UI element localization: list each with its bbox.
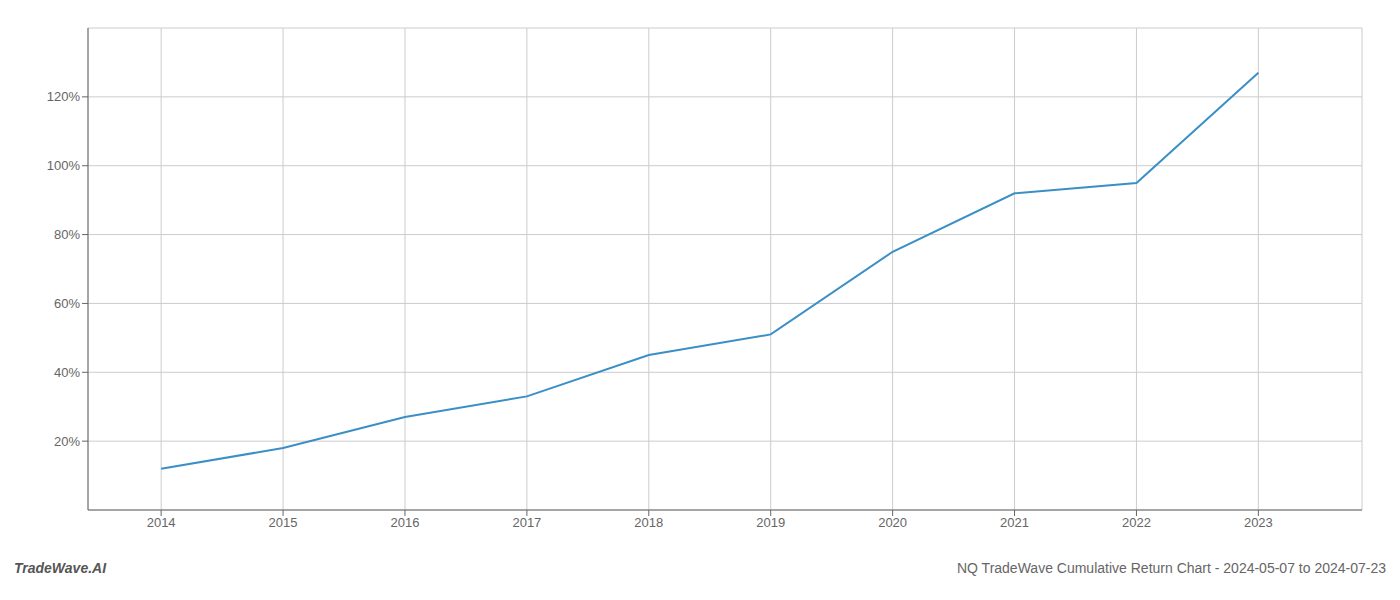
html-text:NQ TradeWave Cumulative Return: NQ TradeWave Cumulative Return Chart - 2… bbox=[957, 560, 1386, 576]
svg-text:2021: 2021 bbox=[1000, 515, 1029, 530]
html-text:TradeWave.AI: TradeWave.AI bbox=[14, 560, 107, 576]
svg-text:2017: 2017 bbox=[512, 515, 541, 530]
svg-text:2023: 2023 bbox=[1244, 515, 1273, 530]
svg-text:20%: 20% bbox=[54, 434, 80, 449]
svg-text:2018: 2018 bbox=[634, 515, 663, 530]
svg-text:2014: 2014 bbox=[147, 515, 176, 530]
svg-text:40%: 40% bbox=[54, 365, 80, 380]
svg-text:2015: 2015 bbox=[269, 515, 298, 530]
svg-text:80%: 80% bbox=[54, 227, 80, 242]
svg-text:60%: 60% bbox=[54, 296, 80, 311]
svg-text:2020: 2020 bbox=[878, 515, 907, 530]
svg-text:2019: 2019 bbox=[756, 515, 785, 530]
svg-text:100%: 100% bbox=[47, 158, 81, 173]
svg-text:2022: 2022 bbox=[1122, 515, 1151, 530]
svg-text:2016: 2016 bbox=[391, 515, 420, 530]
svg-text:120%: 120% bbox=[47, 89, 81, 104]
